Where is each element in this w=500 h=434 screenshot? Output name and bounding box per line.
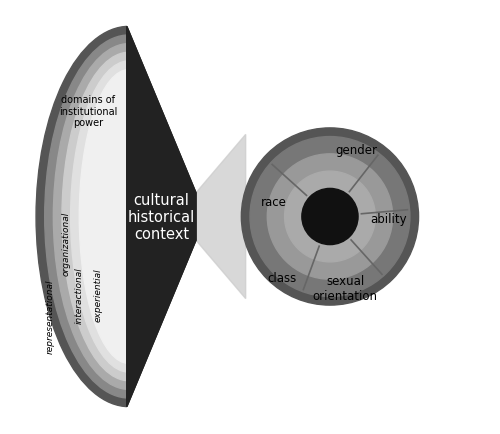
Ellipse shape bbox=[70, 62, 188, 372]
Ellipse shape bbox=[80, 70, 178, 364]
Text: experiential: experiential bbox=[94, 268, 102, 321]
Text: race: race bbox=[261, 195, 286, 208]
Polygon shape bbox=[127, 0, 500, 434]
Ellipse shape bbox=[250, 137, 410, 297]
Text: domains of
institutional
power: domains of institutional power bbox=[58, 95, 117, 128]
Text: interactional: interactional bbox=[75, 266, 84, 323]
Text: cultural
historical
context: cultural historical context bbox=[128, 192, 195, 242]
Text: ability: ability bbox=[370, 213, 406, 226]
Text: representational: representational bbox=[46, 279, 55, 353]
Ellipse shape bbox=[302, 189, 358, 245]
Ellipse shape bbox=[54, 45, 204, 389]
Polygon shape bbox=[127, 27, 196, 407]
Ellipse shape bbox=[36, 27, 222, 407]
Text: gender: gender bbox=[335, 144, 377, 157]
Ellipse shape bbox=[284, 172, 376, 262]
Polygon shape bbox=[127, 27, 196, 407]
Text: class: class bbox=[268, 271, 297, 284]
Ellipse shape bbox=[242, 128, 418, 306]
Ellipse shape bbox=[62, 53, 196, 381]
Polygon shape bbox=[196, 135, 246, 299]
Text: organizational: organizational bbox=[62, 211, 71, 275]
Text: sexual
orientation: sexual orientation bbox=[312, 274, 378, 302]
Ellipse shape bbox=[268, 155, 392, 279]
Ellipse shape bbox=[44, 36, 213, 398]
